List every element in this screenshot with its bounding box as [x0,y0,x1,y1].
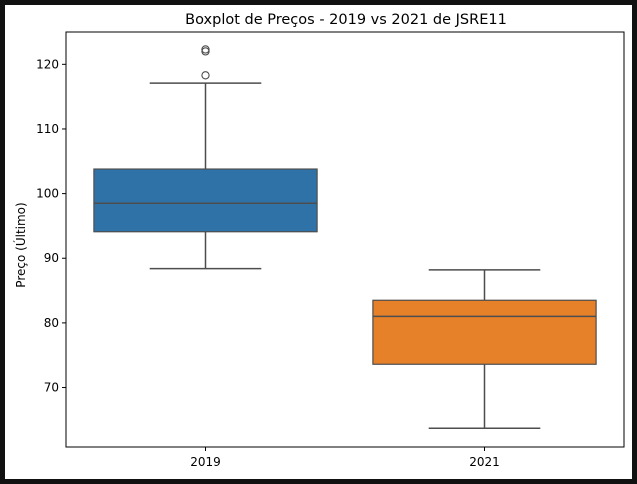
figure: Boxplot de Preços - 2019 vs 2021 de JSRE… [5,5,632,479]
outlier-2019-2 [201,45,210,54]
plot-frame [65,31,625,448]
y-tick-label-90: 90 [44,251,59,265]
y-tick-label-110: 110 [36,122,59,136]
y-axis-label: Preço (Último) [13,202,28,287]
box-2019 [93,168,318,233]
boxplot-chart: Boxplot de Preços - 2019 vs 2021 de JSRE… [13,12,625,469]
outlier-2019-0 [201,71,210,80]
x-tick-label-2021: 2021 [469,455,500,469]
y-tick-label-120: 120 [36,57,59,71]
plot-area: 70 80 90 100 110 120 2019 2021 [36,31,625,469]
y-tick-label-80: 80 [44,316,59,330]
y-tick-label-100: 100 [36,187,59,201]
chart-title: Boxplot de Preços - 2019 vs 2021 de JSRE… [185,12,507,28]
box-2021 [372,299,597,365]
y-tick-label-70: 70 [44,381,59,395]
x-tick-label-2019: 2019 [190,455,221,469]
